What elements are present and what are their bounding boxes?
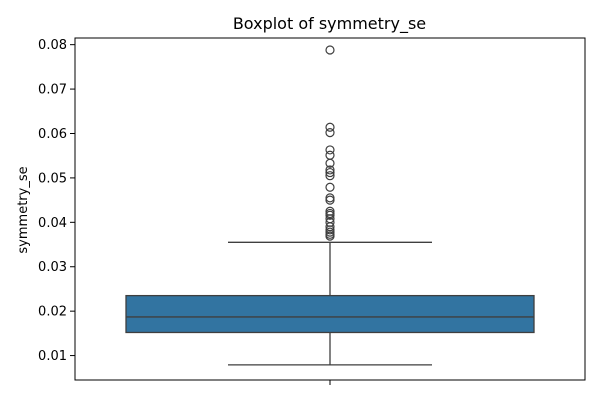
outlier-point <box>325 167 335 178</box>
y-tick-label: 0.02 <box>38 305 67 320</box>
y-axis: 0.01 0.02 0.03 0.04 0.05 0.06 0.07 0.08 <box>38 38 75 364</box>
outlier-point <box>325 45 335 55</box>
y-tick-label: 0.04 <box>38 216 67 231</box>
outlier-point <box>325 150 335 160</box>
y-tick-label: 0.07 <box>38 83 67 98</box>
outlier-point <box>325 158 335 168</box>
outlier-point <box>325 210 335 220</box>
iqr-box <box>125 294 535 334</box>
outlier-point <box>325 122 335 132</box>
y-tick-label: 0.06 <box>38 127 67 142</box>
outlier-point <box>325 171 335 181</box>
outlier-point <box>325 182 335 192</box>
outlier-point <box>325 231 335 241</box>
y-tick-label: 0.03 <box>38 260 67 275</box>
outlier-point <box>325 128 335 138</box>
chart-title: Boxplot of symmetry_se <box>233 14 426 34</box>
outlier-point <box>325 145 335 155</box>
outlier-points <box>325 45 335 241</box>
outlier-point <box>325 195 335 205</box>
y-tick-label: 0.01 <box>38 349 67 364</box>
y-tick-label: 0.08 <box>38 38 67 53</box>
y-tick-label: 0.05 <box>38 171 67 186</box>
outlier-point <box>325 165 335 175</box>
y-axis-label: symmetry_se <box>16 166 31 253</box>
box-group <box>125 241 535 366</box>
